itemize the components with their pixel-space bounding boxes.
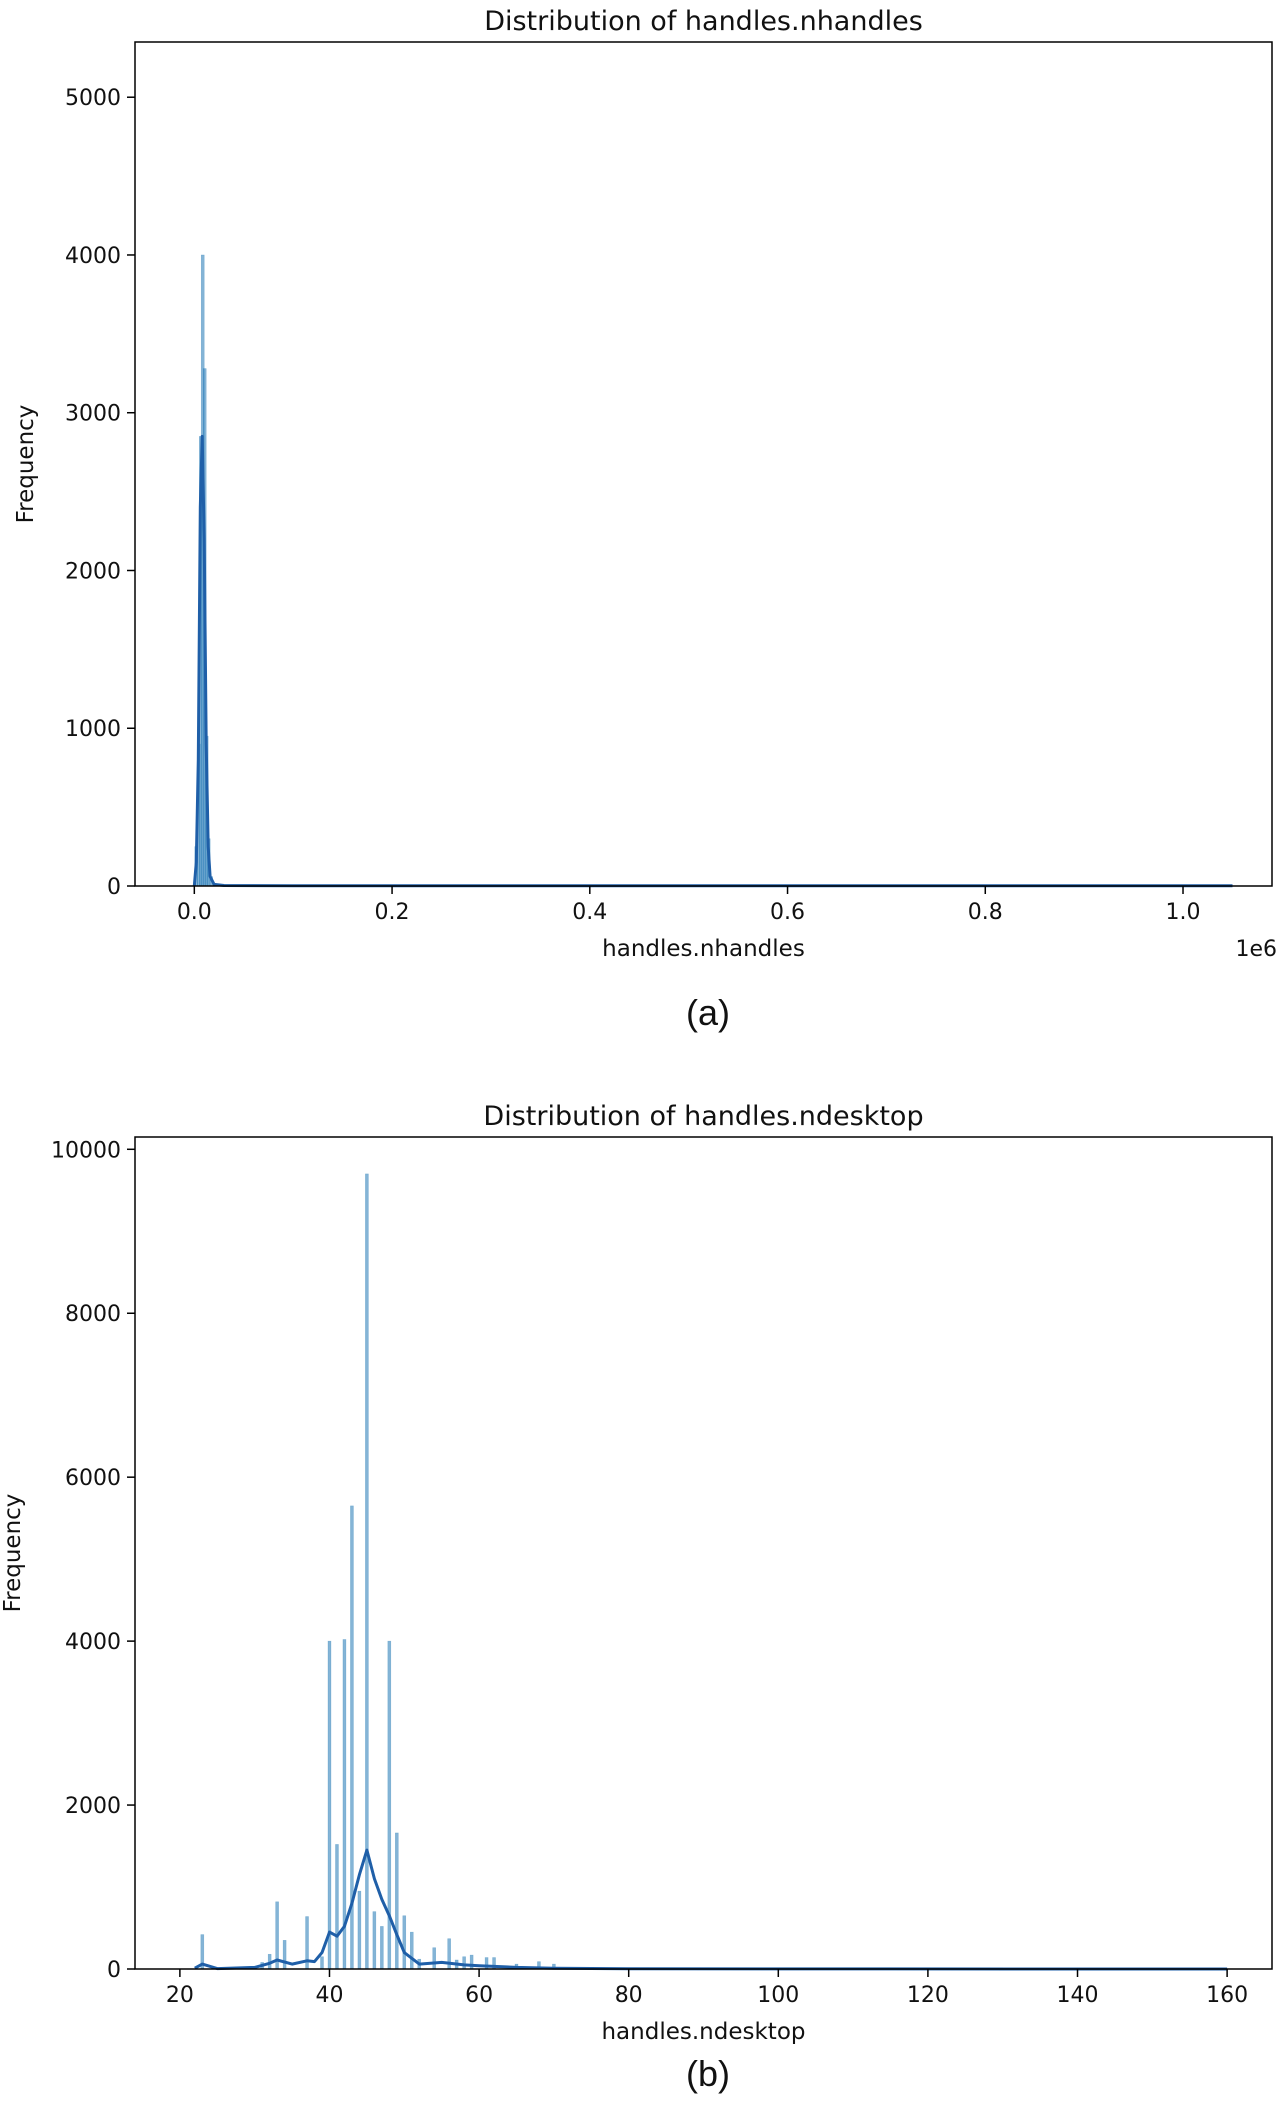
bar-8 [335, 1844, 339, 1970]
bar-20 [432, 1947, 436, 1970]
y-tick-label-2: 4000 [65, 1630, 121, 1655]
x-tick-label-4: 0.8 [968, 900, 1003, 925]
y-tick-label-3: 3000 [65, 402, 121, 427]
x-tick-label-6: 140 [1057, 1983, 1099, 2008]
bar-14 [380, 1926, 384, 1970]
chart-panel-b: Distribution of handles.ndesktop 20 40 60 80… [0, 1045, 1277, 2103]
x-tick-label-3: 0.6 [770, 900, 805, 925]
chart-title: Distribution of handles.nhandles [484, 6, 923, 37]
x-tick-label-3: 80 [615, 1983, 643, 2008]
x-tick-label-2: 60 [465, 1983, 493, 2008]
y-tick-label-1: 1000 [65, 717, 121, 742]
bar-7 [327, 1640, 332, 1970]
bar-13 [372, 1911, 377, 1970]
y-tick-label-1: 2000 [65, 1794, 121, 1819]
bar-24 [469, 1954, 474, 1970]
histogram-ndesktop: Distribution of handles.ndesktop 20 40 60 80… [0, 1101, 1273, 2045]
y-tick-label-3: 6000 [65, 1466, 121, 1491]
bar-6 [320, 1956, 324, 1970]
x-tick-label-5: 120 [907, 1983, 949, 2008]
y-tick-label-5: 10000 [51, 1138, 121, 1163]
y-axis-label: Frequency [13, 405, 39, 524]
plot-frame [134, 41, 1273, 887]
y-tick-label-0: 0 [107, 875, 121, 900]
bar-17 [402, 1915, 407, 1970]
y-tick-label-5: 5000 [65, 86, 121, 111]
kde-curve [194, 1848, 1228, 1971]
x-axis-label: handles.nhandles [602, 936, 805, 962]
y-tick-label-4: 4000 [65, 244, 121, 269]
bars-group [200, 1173, 556, 1970]
x-tick-label-4: 100 [757, 1983, 799, 2008]
bar-16 [395, 1832, 399, 1970]
y-tick-label-0: 0 [107, 1958, 121, 1983]
x-offset-label: 1e6 [1235, 937, 1277, 962]
x-tick-label-2: 0.4 [572, 900, 607, 925]
y-tick-label-2: 2000 [65, 559, 121, 584]
caption-a: (a) [686, 992, 730, 1033]
chart-title: Distribution of handles.ndesktop [483, 1101, 923, 1132]
kde-curve [192, 434, 1233, 888]
bar-4 [282, 1940, 287, 1970]
bar-11 [357, 1890, 362, 1970]
plot-frame [134, 1136, 1273, 1970]
bar-18 [410, 1931, 414, 1970]
caption-b: (b) [686, 2053, 730, 2094]
histogram-nhandles: Distribution of handles.nhandles 0.0 0.2 0.… [13, 6, 1277, 962]
x-tick-label-0: 0.0 [177, 900, 212, 925]
x-tick-label-1: 40 [315, 1983, 343, 2008]
y-tick-label-4: 8000 [65, 1302, 121, 1327]
x-tick-label-0: 20 [166, 1983, 194, 2008]
x-axis-label: handles.ndesktop [601, 2019, 805, 2045]
y-axis-label: Frequency [0, 1494, 26, 1613]
x-tick-label-5: 1.0 [1166, 900, 1201, 925]
x-tick-label-7: 160 [1206, 1983, 1248, 2008]
x-tick-label-1: 0.2 [375, 900, 410, 925]
chart-panel-a: Distribution of handles.nhandles 0.0 0.2 0.… [0, 0, 1277, 1045]
bar-23 [462, 1956, 466, 1970]
